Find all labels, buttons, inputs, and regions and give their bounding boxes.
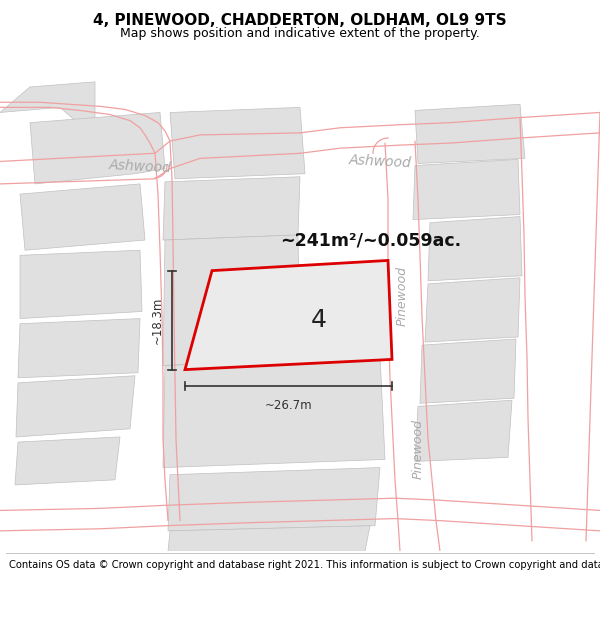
Polygon shape: [170, 107, 305, 179]
Text: ~241m²/~0.059ac.: ~241m²/~0.059ac.: [280, 231, 461, 249]
Polygon shape: [428, 216, 522, 281]
Polygon shape: [20, 184, 145, 250]
Polygon shape: [415, 400, 512, 461]
Polygon shape: [15, 437, 120, 485]
Text: Pinewood: Pinewood: [412, 419, 425, 479]
Polygon shape: [163, 177, 300, 240]
Polygon shape: [425, 278, 520, 342]
Polygon shape: [168, 526, 370, 551]
Polygon shape: [413, 159, 520, 219]
Text: Map shows position and indicative extent of the property.: Map shows position and indicative extent…: [120, 27, 480, 40]
Polygon shape: [415, 104, 525, 164]
Polygon shape: [30, 112, 165, 184]
Polygon shape: [168, 468, 380, 531]
Polygon shape: [420, 339, 516, 403]
Polygon shape: [185, 261, 392, 369]
Text: Contains OS data © Crown copyright and database right 2021. This information is : Contains OS data © Crown copyright and d…: [9, 560, 600, 570]
Polygon shape: [163, 356, 385, 468]
Polygon shape: [20, 250, 142, 319]
Text: Ashwood: Ashwood: [349, 153, 412, 170]
Text: Ashwood: Ashwood: [109, 158, 172, 175]
Polygon shape: [18, 319, 140, 378]
Polygon shape: [0, 82, 95, 138]
Text: ~26.7m: ~26.7m: [265, 399, 313, 412]
Text: 4, PINEWOOD, CHADDERTON, OLDHAM, OL9 9TS: 4, PINEWOOD, CHADDERTON, OLDHAM, OL9 9TS: [93, 12, 507, 28]
Polygon shape: [163, 235, 300, 366]
Polygon shape: [16, 376, 135, 437]
Text: ~18.3m: ~18.3m: [151, 296, 164, 344]
Text: Pinewood: Pinewood: [395, 266, 409, 326]
Text: 4: 4: [311, 308, 327, 332]
